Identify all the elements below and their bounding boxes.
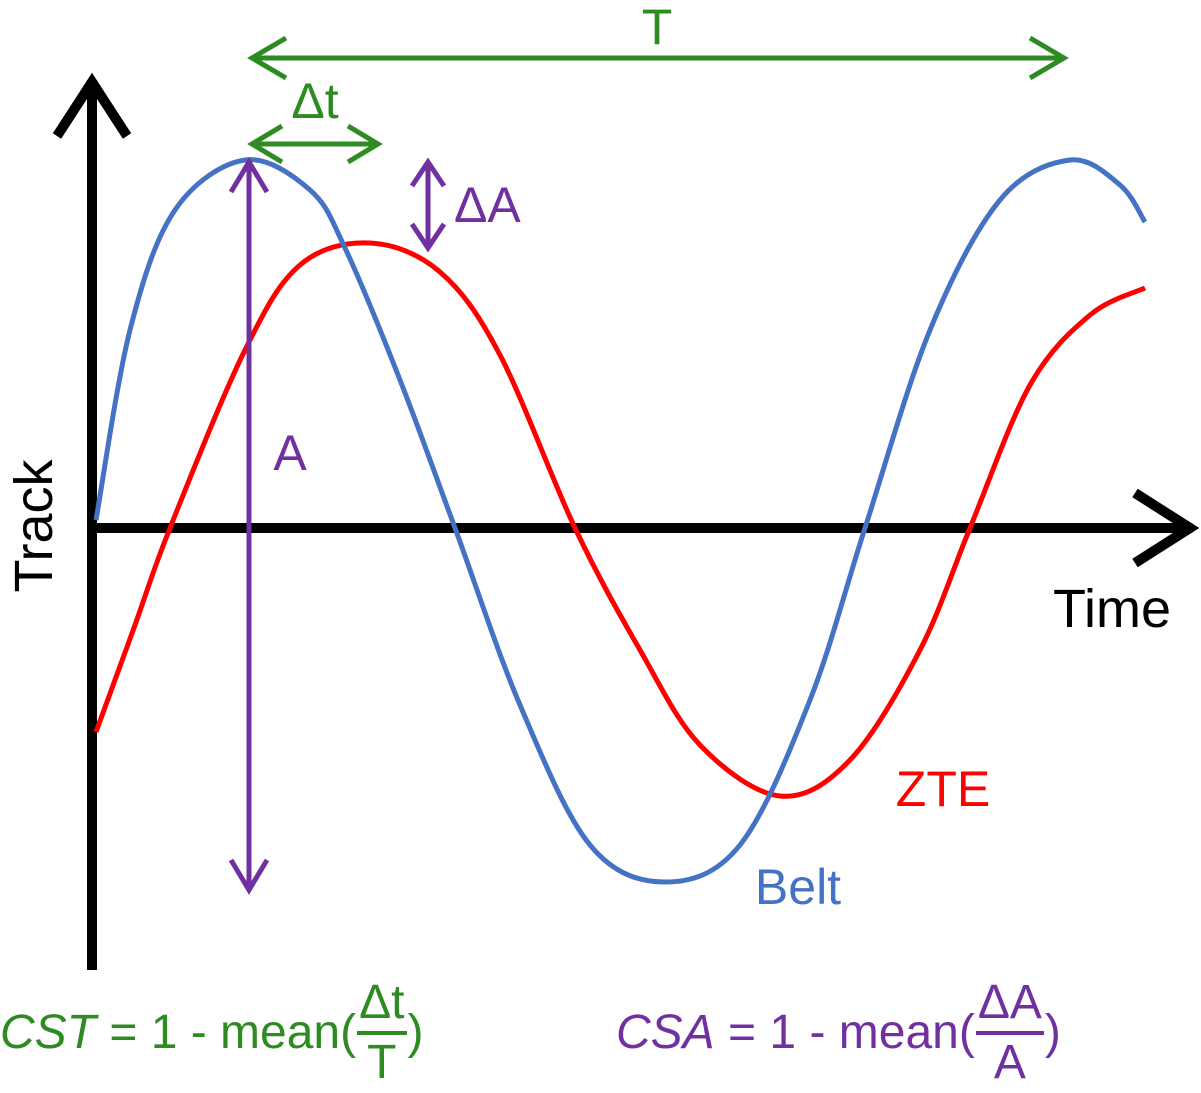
x-axis-arrowhead (1132, 488, 1200, 568)
belt-curve (93, 157, 1148, 885)
cst-denominator: T (367, 1035, 397, 1089)
csa-fraction: ΔA A (975, 978, 1044, 1089)
csa-numerator: ΔA (975, 978, 1044, 1035)
csa-formula: CSA = 1 - mean( ΔA A ) (616, 972, 1061, 1093)
cst-formula-expr: = 1 - mean( (96, 1006, 357, 1059)
time-shift-label: Δt (291, 73, 338, 129)
cst-formula-name: CST (0, 1006, 96, 1059)
y-axis-arrowhead (52, 72, 132, 139)
cst-numerator: Δt (357, 978, 407, 1035)
amplitude-diff-label: ΔA (454, 177, 521, 233)
zte-curve (93, 240, 1147, 799)
csa-formula-close: ) (1044, 1006, 1061, 1059)
amplitude-label: A (273, 425, 307, 481)
csa-formula-name: CSA (616, 1006, 715, 1059)
x-axis-label: Time (1053, 579, 1171, 639)
cst-fraction: Δt T (357, 978, 407, 1089)
belt-label: Belt (755, 859, 841, 915)
time-shift-arrow (247, 123, 383, 165)
zte-label: ZTE (896, 761, 990, 817)
amplitude-arrow (228, 157, 270, 895)
amplitude-diff-arrow (409, 157, 447, 253)
period-arrow (247, 35, 1069, 81)
period-label: T (642, 0, 673, 55)
cst-formula: CST = 1 - mean( Δt T ) (0, 972, 424, 1093)
cst-formula-close: ) (407, 1006, 424, 1059)
csa-denominator: A (993, 1035, 1026, 1089)
y-axis-label: Track (4, 459, 64, 593)
csa-formula-expr: = 1 - mean( (714, 1006, 975, 1059)
